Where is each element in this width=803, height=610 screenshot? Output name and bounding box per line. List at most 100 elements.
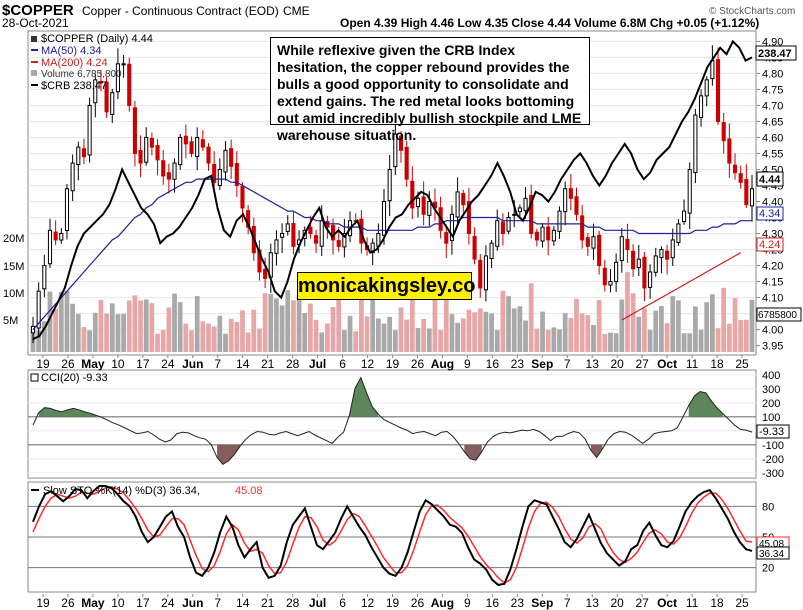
candle-body xyxy=(410,180,415,209)
volume-bar xyxy=(143,299,149,352)
x-tick-label: 26 xyxy=(61,596,75,610)
volume-bar xyxy=(172,293,177,352)
sto-tick-label: 80 xyxy=(762,501,774,513)
x-tick-label: May xyxy=(81,596,105,610)
candle-body xyxy=(98,81,103,84)
candle-body xyxy=(206,146,211,164)
candle-body xyxy=(110,92,115,115)
x-tick-label: Aug xyxy=(431,596,454,610)
candle-body xyxy=(138,149,143,164)
candle-body xyxy=(551,229,556,242)
candle-body xyxy=(597,234,602,267)
x-tick-label: 14 xyxy=(236,357,250,371)
x-tick-label: 25 xyxy=(735,596,749,610)
candle-body xyxy=(285,223,290,232)
x-tick-label: 11 xyxy=(686,596,699,610)
candle-body xyxy=(81,148,87,158)
cci-axis: -300-200-1000100200300400 xyxy=(28,370,784,480)
ma200-line xyxy=(621,252,741,321)
x-tick-label: 14 xyxy=(236,596,250,610)
x-tick-label: 19 xyxy=(386,357,400,371)
volume-bar xyxy=(596,299,602,352)
candle-body xyxy=(631,250,636,270)
legend-volume: Volume 6,785,800 xyxy=(41,69,122,80)
x-tick-label: 23 xyxy=(511,596,525,610)
candle-body xyxy=(489,242,494,260)
volume-bar xyxy=(409,298,415,352)
candle-body xyxy=(738,173,743,183)
candle-body xyxy=(87,104,92,156)
candle-body xyxy=(529,194,534,235)
volume-bar xyxy=(534,328,540,352)
candle-body xyxy=(308,226,313,235)
volume-bar xyxy=(540,311,545,352)
header-exchange: CME xyxy=(283,4,310,18)
volume-tag-text: 6785800 xyxy=(758,310,797,321)
candle-body xyxy=(200,139,205,148)
candle-body xyxy=(47,229,53,265)
candle-body xyxy=(229,148,234,167)
volume-bar xyxy=(177,302,183,352)
x-tick-label: 20 xyxy=(610,596,624,610)
x-tick-label: 12 xyxy=(361,596,375,610)
legend-ma200: MA(200) 4.24 xyxy=(41,57,108,69)
volume-bar xyxy=(64,290,70,352)
volume-bar xyxy=(370,295,376,352)
cci-value-tag: -9.33 xyxy=(756,424,790,439)
candle-body xyxy=(727,138,732,164)
volume-bar xyxy=(206,323,211,352)
candle-body xyxy=(721,122,726,142)
x-tick-label: 7 xyxy=(564,357,571,371)
volume-bar xyxy=(466,309,472,352)
ma50-tag-text: 4.34 xyxy=(759,208,780,220)
candle-body xyxy=(591,236,596,249)
candle-body xyxy=(274,239,279,254)
volume-bar xyxy=(183,323,189,352)
cci-tick-label: 300 xyxy=(762,384,780,396)
cci-oversold-fill xyxy=(590,444,603,458)
candle-body xyxy=(314,235,319,244)
candle-body xyxy=(523,197,528,212)
candle-body xyxy=(614,261,619,283)
x-tick-label: 10 xyxy=(111,596,125,610)
volume-bar xyxy=(262,293,268,352)
crb-value-tag: 238.47 xyxy=(755,45,797,61)
candle-body xyxy=(698,95,704,118)
candle-body xyxy=(427,201,432,216)
volume-bars xyxy=(30,272,755,352)
cci-tag-text: -9.33 xyxy=(759,426,784,438)
sto-d-line xyxy=(32,486,753,584)
candle-body xyxy=(568,188,573,199)
volume-bar xyxy=(240,310,245,352)
x-tick-label: 28 xyxy=(286,357,300,371)
x-tick-label: 21 xyxy=(261,596,275,610)
x-tick-label: 6 xyxy=(339,596,346,610)
volume-bar xyxy=(200,321,206,352)
volume-bar xyxy=(636,316,642,352)
x-tick-label: 25 xyxy=(735,357,749,371)
ma50-line xyxy=(32,178,752,330)
x-tick-label: Oct xyxy=(657,596,677,610)
x-tick-label: Aug xyxy=(431,357,454,371)
crb-tag-text: 238.47 xyxy=(758,48,792,60)
volume-bar xyxy=(92,312,98,352)
volume-bar xyxy=(653,310,659,352)
candle-body xyxy=(636,258,641,269)
candle-body xyxy=(483,255,488,291)
volume-bar xyxy=(438,330,443,352)
candle-body xyxy=(387,168,392,202)
volume-bar xyxy=(121,313,126,352)
candle-body xyxy=(381,201,387,236)
volume-bar xyxy=(81,327,87,352)
volume-bar xyxy=(472,312,477,352)
volume-bar xyxy=(319,332,325,352)
x-tick-label: 19 xyxy=(36,596,50,610)
candle-body xyxy=(93,79,98,104)
x-tick-label: Jun xyxy=(182,357,203,371)
candle-body xyxy=(682,210,687,223)
ma200-value-tag: 4.24 xyxy=(756,237,784,252)
candle-body xyxy=(506,217,511,232)
legend-crb: $CRB 238.47 xyxy=(41,80,107,92)
volume-bar xyxy=(460,318,466,352)
